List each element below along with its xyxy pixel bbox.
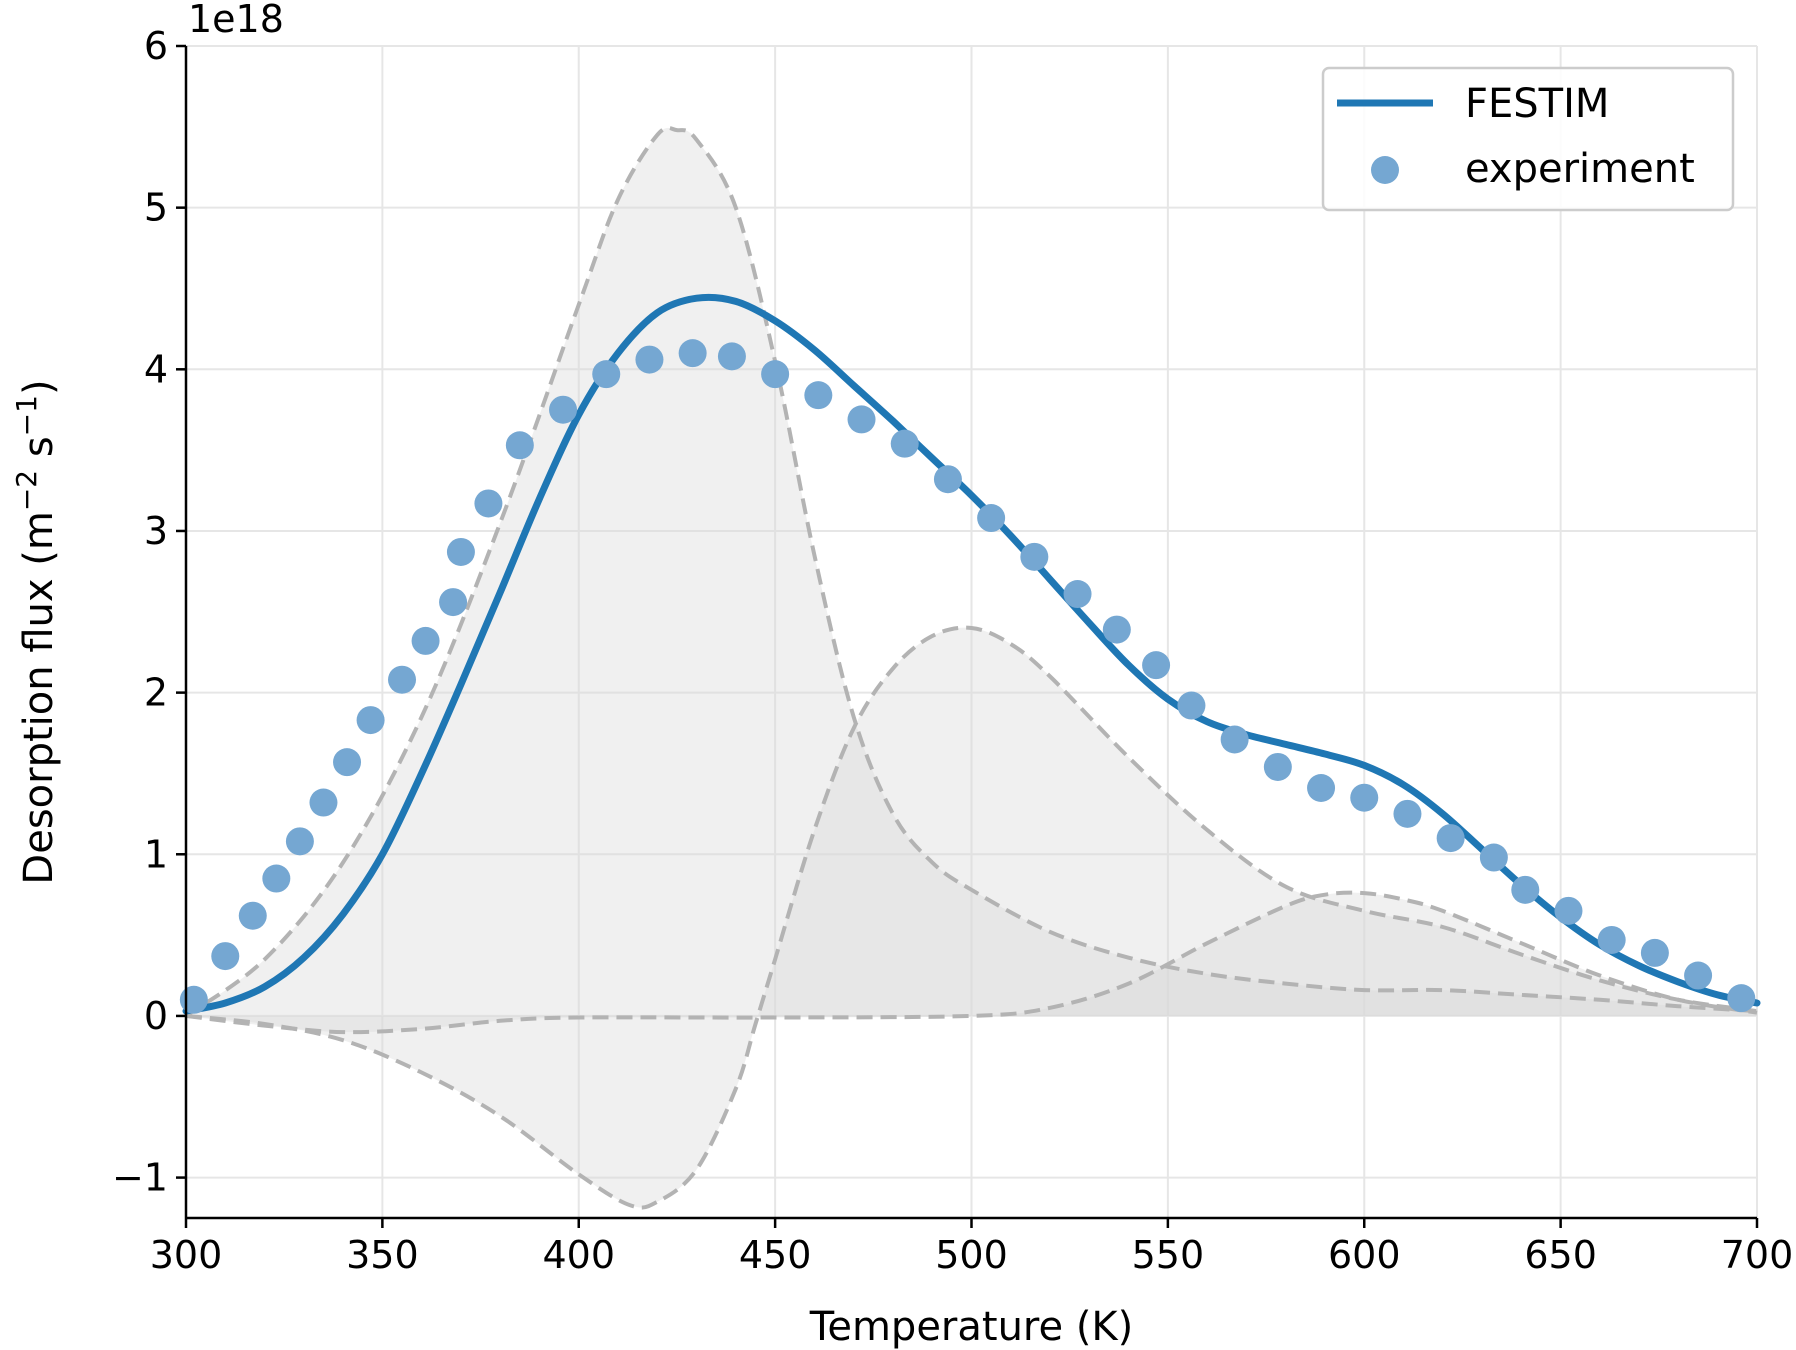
trap-2-fill bbox=[186, 627, 1757, 1208]
experiment-point bbox=[388, 665, 417, 694]
experiment-point bbox=[474, 489, 503, 518]
y-scale-label: 1e18 bbox=[188, 0, 284, 41]
experiment-point bbox=[635, 345, 664, 374]
experiment-point bbox=[1684, 961, 1713, 990]
experiment-point bbox=[933, 465, 962, 494]
experiment-point bbox=[1597, 925, 1626, 954]
experiment-point bbox=[890, 429, 919, 458]
experiment-point bbox=[211, 942, 240, 971]
x-tick-label: 350 bbox=[346, 1233, 419, 1277]
experiment-point bbox=[1307, 773, 1336, 802]
experiment-point bbox=[1020, 542, 1049, 571]
experiment-point bbox=[333, 748, 362, 777]
experiment-point bbox=[761, 360, 790, 389]
y-tick-label: 1 bbox=[144, 832, 168, 876]
y-axis-title: Desorption flux (m−2 s−1) bbox=[10, 379, 63, 884]
x-axis-title: Temperature (K) bbox=[809, 1304, 1134, 1350]
experiment-point bbox=[1220, 725, 1249, 754]
x-tick-label: 300 bbox=[150, 1233, 223, 1277]
experiment-point bbox=[549, 395, 578, 424]
x-tick-label: 550 bbox=[1132, 1233, 1205, 1277]
y-tick-label: 6 bbox=[144, 24, 168, 68]
y-tick-label: 3 bbox=[144, 509, 168, 553]
experiment-point bbox=[285, 827, 314, 856]
experiment-point bbox=[1142, 651, 1171, 680]
y-tick-label: 5 bbox=[144, 186, 168, 230]
experiment-point bbox=[309, 788, 338, 817]
x-tick-label: 400 bbox=[542, 1233, 615, 1277]
experiment-point bbox=[1177, 691, 1206, 720]
y-tick-label: 2 bbox=[144, 671, 168, 715]
trap-3-curve bbox=[185, 890, 1758, 1035]
experiment-point bbox=[1102, 615, 1131, 644]
experiment-point bbox=[1479, 843, 1508, 872]
experiment-point bbox=[238, 901, 267, 930]
experiment-point bbox=[1393, 799, 1422, 828]
y-tick-label: 0 bbox=[144, 994, 168, 1038]
experiment-point bbox=[505, 431, 534, 460]
experiment-point bbox=[356, 706, 385, 735]
legend-festim-label: FESTIM bbox=[1465, 81, 1609, 127]
experiment-point bbox=[804, 381, 833, 410]
experiment-point bbox=[1640, 938, 1669, 967]
y-title-mid: s bbox=[16, 436, 62, 470]
legend-experiment-label: experiment bbox=[1465, 146, 1695, 192]
y-tick-label: 4 bbox=[144, 347, 168, 391]
x-tick-label: 650 bbox=[1524, 1233, 1597, 1277]
experiment-point bbox=[439, 588, 468, 617]
experiment-point bbox=[678, 339, 707, 368]
trap-1-fill bbox=[186, 127, 1757, 1016]
x-tick-label: 600 bbox=[1328, 1233, 1401, 1277]
experiment-point bbox=[446, 537, 475, 566]
trap-2-curve bbox=[185, 625, 1758, 1210]
x-tick-label: 500 bbox=[935, 1233, 1008, 1277]
experiment-point bbox=[1554, 896, 1583, 925]
x-tick-label: 700 bbox=[1721, 1233, 1794, 1277]
y-tick-label: −1 bbox=[112, 1156, 168, 1200]
experiment-point bbox=[262, 864, 291, 893]
experiment-series bbox=[179, 339, 1756, 1014]
experiment-point bbox=[1263, 752, 1292, 781]
component-curves bbox=[184, 125, 1758, 1210]
y-title-end: ) bbox=[16, 379, 62, 395]
x-tick-label: 450 bbox=[739, 1233, 812, 1277]
experiment-point bbox=[179, 985, 208, 1014]
axes bbox=[176, 44, 1759, 1228]
y-title-exponent-1: −2 bbox=[10, 470, 43, 511]
y-title-main: Desorption flux (m bbox=[16, 511, 62, 884]
legend: FESTIM experiment bbox=[1321, 66, 1735, 212]
component-fills bbox=[186, 127, 1757, 1208]
experiment-point bbox=[592, 360, 621, 389]
y-title-exponent-2: −1 bbox=[10, 395, 43, 436]
experiment-point bbox=[1436, 824, 1465, 853]
experiment-point bbox=[977, 504, 1006, 533]
experiment-point bbox=[411, 626, 440, 655]
experiment-point bbox=[717, 342, 746, 371]
experiment-point bbox=[1063, 580, 1092, 609]
trap-1-curve bbox=[184, 125, 1758, 1018]
trap-3-fill bbox=[186, 892, 1757, 1033]
legend-experiment-swatch bbox=[1371, 156, 1399, 184]
grid bbox=[185, 45, 1758, 1218]
tick-labels: 300 350 400 450 500 550 600 650 700 −1 0 1 2 3 4 5 6 bbox=[112, 24, 1793, 1277]
experiment-point bbox=[847, 405, 876, 434]
experiment-point bbox=[1727, 984, 1756, 1013]
experiment-point bbox=[1511, 875, 1540, 904]
experiment-point bbox=[1350, 783, 1379, 812]
